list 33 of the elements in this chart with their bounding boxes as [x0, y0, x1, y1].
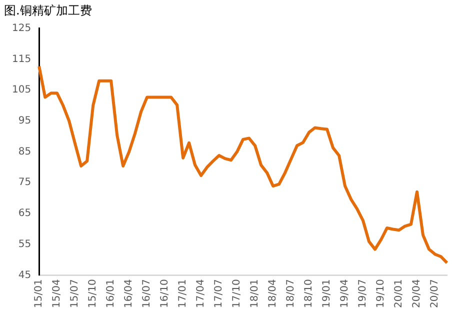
x-tick-label: 19/04: [340, 279, 351, 308]
x-tick-label: 18/04: [268, 279, 279, 308]
x-tick-label: 15/10: [88, 279, 99, 308]
chart-title: 图.铜精矿加工费: [4, 3, 92, 18]
x-tick-label: 16/04: [124, 279, 135, 308]
x-tick-label: 20/04: [412, 279, 423, 308]
y-tick-label: 45: [18, 270, 32, 281]
x-tick-label: 19/07: [358, 279, 369, 308]
x-tick-label: 16/10: [160, 279, 171, 308]
x-tick-label: 16/01: [106, 279, 117, 308]
x-tick-label: 16/07: [142, 279, 153, 308]
x-tick-label: 17/04: [196, 279, 207, 308]
y-tick-label: 65: [18, 208, 32, 220]
x-tick-label: 15/01: [34, 279, 45, 308]
y-tick-label: 75: [18, 177, 32, 188]
x-tick-label: 18/10: [304, 279, 315, 308]
x-tick-label: 18/07: [286, 279, 297, 308]
y-tick-label: 115: [12, 54, 32, 65]
x-tick-label: 19/10: [376, 279, 387, 308]
x-tick-label: 17/01: [178, 279, 189, 308]
y-tick-label: 125: [12, 22, 32, 34]
x-tick-label: 17/10: [232, 279, 243, 308]
x-tick-label: 15/04: [52, 279, 63, 308]
y-tick-label: 95: [18, 116, 32, 127]
y-tick-label: 85: [18, 146, 32, 158]
y-tick-label: 55: [18, 238, 32, 250]
x-tick-label: 18/01: [250, 279, 261, 308]
x-tick-label: 17/07: [214, 279, 225, 308]
x-tick-label: 20/01: [394, 279, 405, 308]
x-tick-label: 15/07: [70, 279, 81, 308]
x-tick-label: 19/01: [322, 279, 333, 308]
x-tick-label: 20/07: [430, 279, 441, 308]
y-tick-label: 105: [12, 84, 32, 96]
